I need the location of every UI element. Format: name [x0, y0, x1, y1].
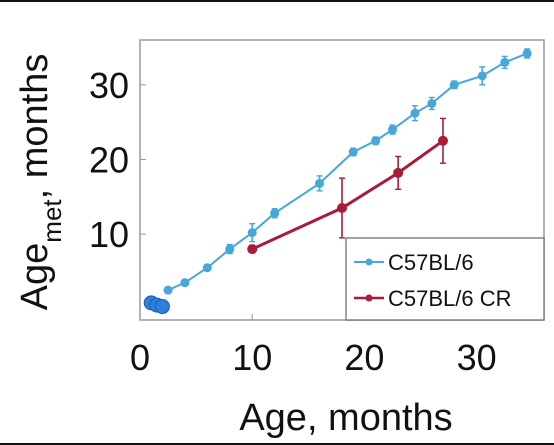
x-tick-label: 30 — [457, 337, 497, 378]
series-line — [167, 52, 528, 292]
data-point — [315, 178, 325, 188]
y-tick-label: 10 — [89, 214, 129, 255]
data-point — [449, 80, 459, 90]
legend-marker-c57bl6-cr — [365, 294, 373, 302]
data-point — [438, 135, 448, 146]
y-axis-label-main: Age — [14, 243, 56, 311]
legend: C57BL/6 C57BL/6 CR — [345, 237, 545, 321]
data-point — [270, 208, 280, 218]
data-point — [154, 299, 170, 315]
y-axis-label-sub: met — [37, 199, 67, 243]
legend-box — [345, 237, 545, 321]
data-point — [163, 285, 173, 295]
data-point — [247, 228, 257, 238]
data-point — [348, 147, 358, 157]
data-point — [247, 244, 258, 255]
tick-group: 0 10 20 30 10 20 30 — [89, 65, 497, 378]
x-axis-label: Age, months — [239, 397, 452, 439]
data-point — [477, 71, 487, 81]
early-points — [143, 295, 170, 315]
data-point — [410, 108, 420, 118]
legend-label-c57bl6-cr: C57BL/6 CR — [388, 286, 512, 311]
data-point — [427, 98, 437, 108]
y-tick-label: 20 — [89, 139, 129, 180]
data-point — [371, 136, 381, 146]
legend-marker-c57bl6 — [365, 258, 373, 266]
y-axis-label: Agemet, months — [14, 54, 67, 311]
data-point — [500, 57, 510, 67]
data-point — [180, 278, 190, 288]
data-point — [393, 167, 404, 178]
series-layer — [143, 48, 532, 315]
data-point — [202, 263, 212, 273]
x-tick-label: 0 — [130, 337, 150, 378]
legend-label-c57bl6: C57BL/6 — [388, 250, 474, 275]
data-point — [522, 48, 532, 58]
plot-area — [139, 39, 545, 321]
series-line — [251, 139, 444, 251]
data-point — [225, 244, 235, 254]
series-c57bl6 — [163, 48, 532, 295]
data-point — [337, 203, 347, 213]
x-tick-label: 10 — [232, 337, 272, 378]
x-tick-label: 20 — [344, 337, 384, 378]
data-point — [388, 125, 397, 135]
y-tick-label: 30 — [89, 65, 129, 106]
series-c57bl6-cr — [247, 117, 448, 255]
y-axis-label-rest: , months — [14, 54, 56, 200]
